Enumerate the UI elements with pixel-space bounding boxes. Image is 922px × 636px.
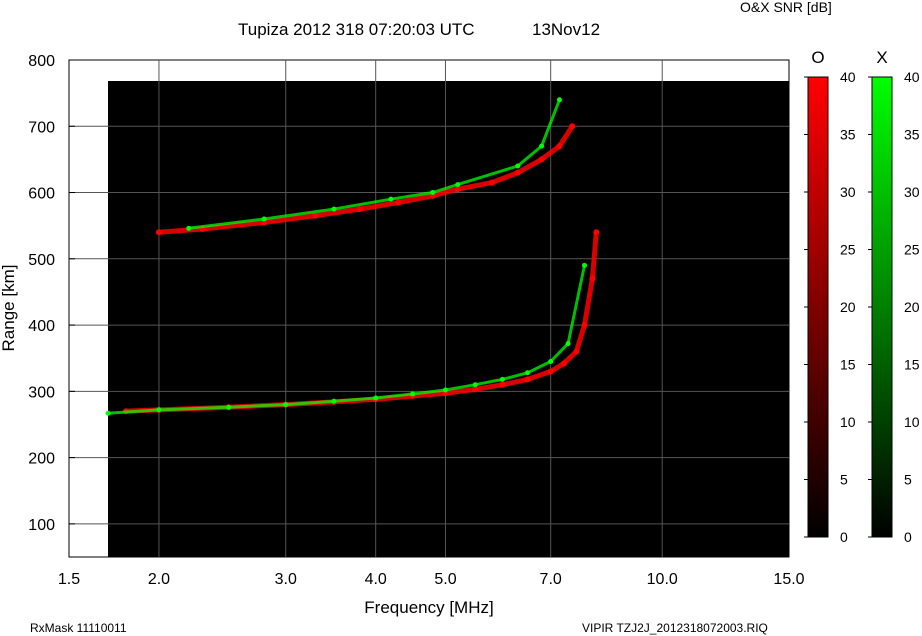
- colorbar-tick-label: 10: [904, 414, 920, 430]
- data-point-x-upper: [388, 196, 394, 202]
- data-point-x: [373, 395, 379, 401]
- y-tick-label: 300: [28, 384, 55, 401]
- x-tick-label: 3.0: [275, 571, 297, 588]
- colorbar-tick-label: 15: [904, 357, 920, 373]
- colorbar-tick-label: 30: [840, 184, 856, 200]
- data-point-o: [524, 376, 531, 383]
- data-point-x: [472, 382, 478, 388]
- data-point-o-upper: [569, 123, 576, 130]
- colorbar-label: O: [811, 48, 824, 67]
- data-point-x: [582, 262, 588, 268]
- y-tick-label: 800: [28, 53, 55, 70]
- colorbar-tick-label: 25: [904, 242, 920, 258]
- y-tick-label: 100: [28, 517, 55, 534]
- data-point-x: [156, 407, 162, 413]
- colorbar-tick-label: 0: [840, 529, 848, 545]
- colorbar-tick-label: 30: [904, 184, 920, 200]
- data-point-o: [589, 275, 596, 282]
- axes: 1.5 2.0 3.0 4.0 5.0 7.0 10.0 15.0 100 200 300 400 50…: [28, 53, 804, 588]
- y-tick-label: 600: [28, 186, 55, 203]
- data-point-o-upper: [538, 156, 545, 163]
- data-point-o: [581, 322, 588, 329]
- colorbar-tick-label: 35: [904, 127, 920, 143]
- chart-title: Tupiza 2012 318 07:20:03 UTC: [238, 20, 475, 39]
- data-point-x: [565, 341, 571, 347]
- data-point-o: [593, 229, 600, 236]
- data-point-x: [442, 387, 448, 393]
- x-tick-label: 5.0: [434, 571, 456, 588]
- data-point-o-upper: [514, 169, 521, 176]
- x-tick-label: 2.0: [148, 571, 170, 588]
- snr-label: O&X SNR [dB]: [740, 0, 832, 15]
- data-point-o-upper: [356, 206, 363, 213]
- data-point-o: [573, 348, 580, 355]
- file-label: VIPIR TZJ2J_2012318072003.RIQ: [582, 621, 768, 635]
- colorbar-tick-label: 10: [840, 414, 856, 430]
- data-point-x-upper: [539, 143, 545, 149]
- colorbars: O 0 5 10 15 20 25 30 35 40 X 0 5 10 15 20 25 30 35 40: [804, 48, 920, 545]
- colorbar-tick-label: 5: [904, 472, 912, 488]
- data-point-x-upper: [515, 163, 521, 169]
- data-point-o: [560, 360, 567, 367]
- y-tick-label: 200: [28, 451, 55, 468]
- x-axis-label: Frequency [MHz]: [364, 598, 493, 617]
- colorbar-tick-label: 0: [904, 529, 912, 545]
- data-point-x-upper: [331, 206, 337, 212]
- colorbar-tick-label: 25: [840, 242, 856, 258]
- data-point-x-upper: [455, 182, 461, 188]
- y-tick-label: 500: [28, 252, 55, 269]
- data-point-x: [283, 402, 289, 408]
- data-point-x: [548, 359, 554, 365]
- x-tick-label: 15.0: [773, 571, 804, 588]
- x-tick-label: 4.0: [365, 571, 387, 588]
- y-axis-label: Range [km]: [0, 265, 18, 352]
- data-point-x-upper: [261, 216, 267, 222]
- colorbar-x: [871, 76, 893, 538]
- data-point-x: [525, 370, 531, 376]
- colorbar-tick-label: 40: [904, 69, 920, 85]
- colorbar-label: X: [876, 48, 887, 67]
- data-point-o-upper: [155, 229, 162, 236]
- data-point-o: [499, 381, 506, 388]
- data-point-x: [410, 391, 416, 397]
- rxmask-label: RxMask 11110011: [30, 621, 127, 635]
- data-point-o: [472, 386, 479, 393]
- colorbar-tick-label: 15: [840, 357, 856, 373]
- data-point-o-upper: [556, 143, 563, 150]
- data-point-x: [499, 376, 505, 382]
- data-point-o-upper: [454, 186, 461, 193]
- x-tick-label: 7.0: [540, 571, 562, 588]
- chart-date: 13Nov12: [532, 20, 600, 39]
- data-point-x: [331, 398, 337, 404]
- colorbar-tick-label: 5: [840, 472, 848, 488]
- y-tick-label: 700: [28, 119, 55, 136]
- data-point-o-upper: [312, 212, 319, 219]
- colorbar-tick-label: 20: [840, 299, 856, 315]
- data-point-x-upper: [186, 225, 192, 231]
- colorbar-o: [807, 76, 829, 538]
- colorbar-tick-label: 40: [840, 69, 856, 85]
- colorbar-tick-label: 20: [904, 299, 920, 315]
- data-point-o-upper: [488, 179, 495, 186]
- data-point-o: [547, 368, 554, 375]
- x-tick-label: 10.0: [647, 571, 678, 588]
- data-point-x-upper: [556, 97, 562, 103]
- data-point-x: [105, 410, 111, 416]
- data-point-x-upper: [430, 190, 436, 196]
- data-marks: [105, 97, 600, 416]
- series-line-x: [106, 263, 586, 415]
- data-point-o-upper: [395, 199, 402, 206]
- x-tick-label: 1.5: [58, 571, 80, 588]
- plot-area: [108, 81, 789, 557]
- colorbar-tick-label: 35: [840, 127, 856, 143]
- data-point-x: [226, 404, 232, 410]
- y-tick-label: 400: [28, 318, 55, 335]
